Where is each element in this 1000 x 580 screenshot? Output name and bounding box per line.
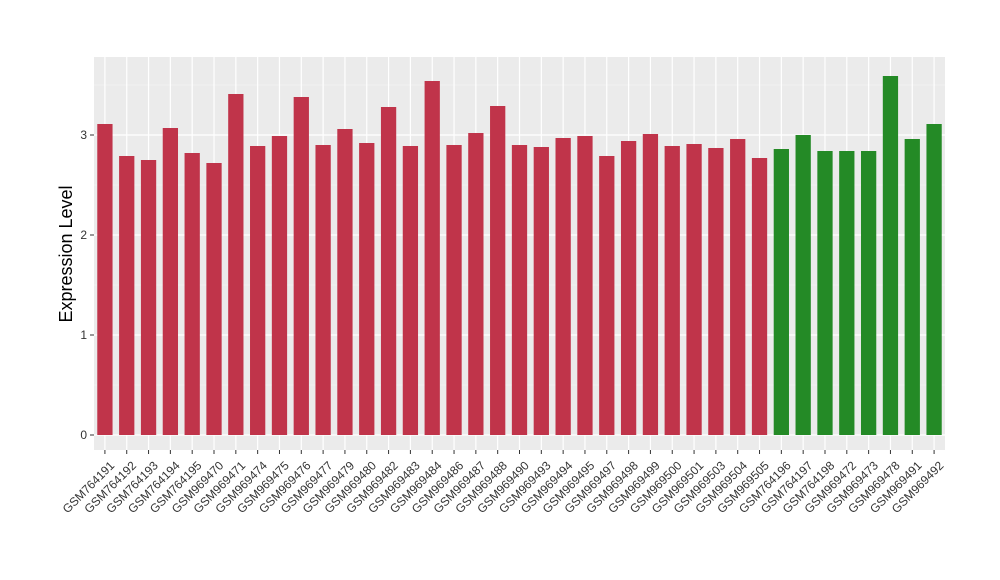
y-tick-label: 2 xyxy=(80,228,87,242)
bar-GSM969480 xyxy=(359,143,375,435)
bar-GSM764197 xyxy=(795,135,811,435)
bar-GSM764198 xyxy=(817,151,833,435)
bar-GSM969482 xyxy=(380,107,397,435)
bar-GSM969495 xyxy=(577,136,593,435)
bar-GSM969491 xyxy=(904,139,920,435)
bar-GSM969497 xyxy=(599,156,615,435)
y-tick-label: 0 xyxy=(80,428,87,442)
bar-GSM969500 xyxy=(664,146,680,435)
bar-GSM969503 xyxy=(708,148,724,435)
y-tick-label: 1 xyxy=(80,328,87,342)
bar-GSM969490 xyxy=(511,145,528,435)
bar-GSM969505 xyxy=(751,158,768,435)
bar-GSM969470 xyxy=(206,163,222,435)
bar-GSM764193 xyxy=(140,160,157,435)
bar-GSM969472 xyxy=(839,151,855,435)
bar-GSM969484 xyxy=(424,81,440,435)
bar-GSM969486 xyxy=(446,145,462,435)
bar-GSM969479 xyxy=(337,129,353,435)
bar-GSM969487 xyxy=(468,133,484,435)
bar-GSM969494 xyxy=(555,138,571,435)
bar-GSM969499 xyxy=(642,134,659,435)
bar-GSM969477 xyxy=(315,145,331,435)
bar-GSM764194 xyxy=(162,128,179,435)
bar-GSM969474 xyxy=(250,146,266,435)
y-tick-label: 3 xyxy=(80,128,87,142)
bar-GSM969478 xyxy=(882,76,899,435)
y-axis: 0 1 2 3 xyxy=(80,128,94,442)
bar-GSM969501 xyxy=(686,144,702,435)
bar-GSM764192 xyxy=(119,156,135,435)
x-axis: GSM764191GSM764192GSM764193GSM764194GSM7… xyxy=(60,450,947,516)
bar-GSM764191 xyxy=(97,124,113,435)
bar-GSM969492 xyxy=(926,124,942,435)
bar-GSM969488 xyxy=(490,106,506,435)
bar-GSM969504 xyxy=(730,139,746,435)
bar-GSM764195 xyxy=(184,153,200,435)
bar-GSM969475 xyxy=(271,136,288,435)
bars xyxy=(97,76,942,435)
bar-GSM969493 xyxy=(533,147,549,435)
bar-GSM764196 xyxy=(773,149,789,435)
bar-GSM969471 xyxy=(228,94,244,435)
bar-GSM969473 xyxy=(860,151,877,435)
y-axis-label: Expression Level xyxy=(56,185,76,322)
bar-GSM969498 xyxy=(620,141,637,435)
bar-GSM969483 xyxy=(402,146,419,435)
bar-GSM969476 xyxy=(293,97,309,435)
